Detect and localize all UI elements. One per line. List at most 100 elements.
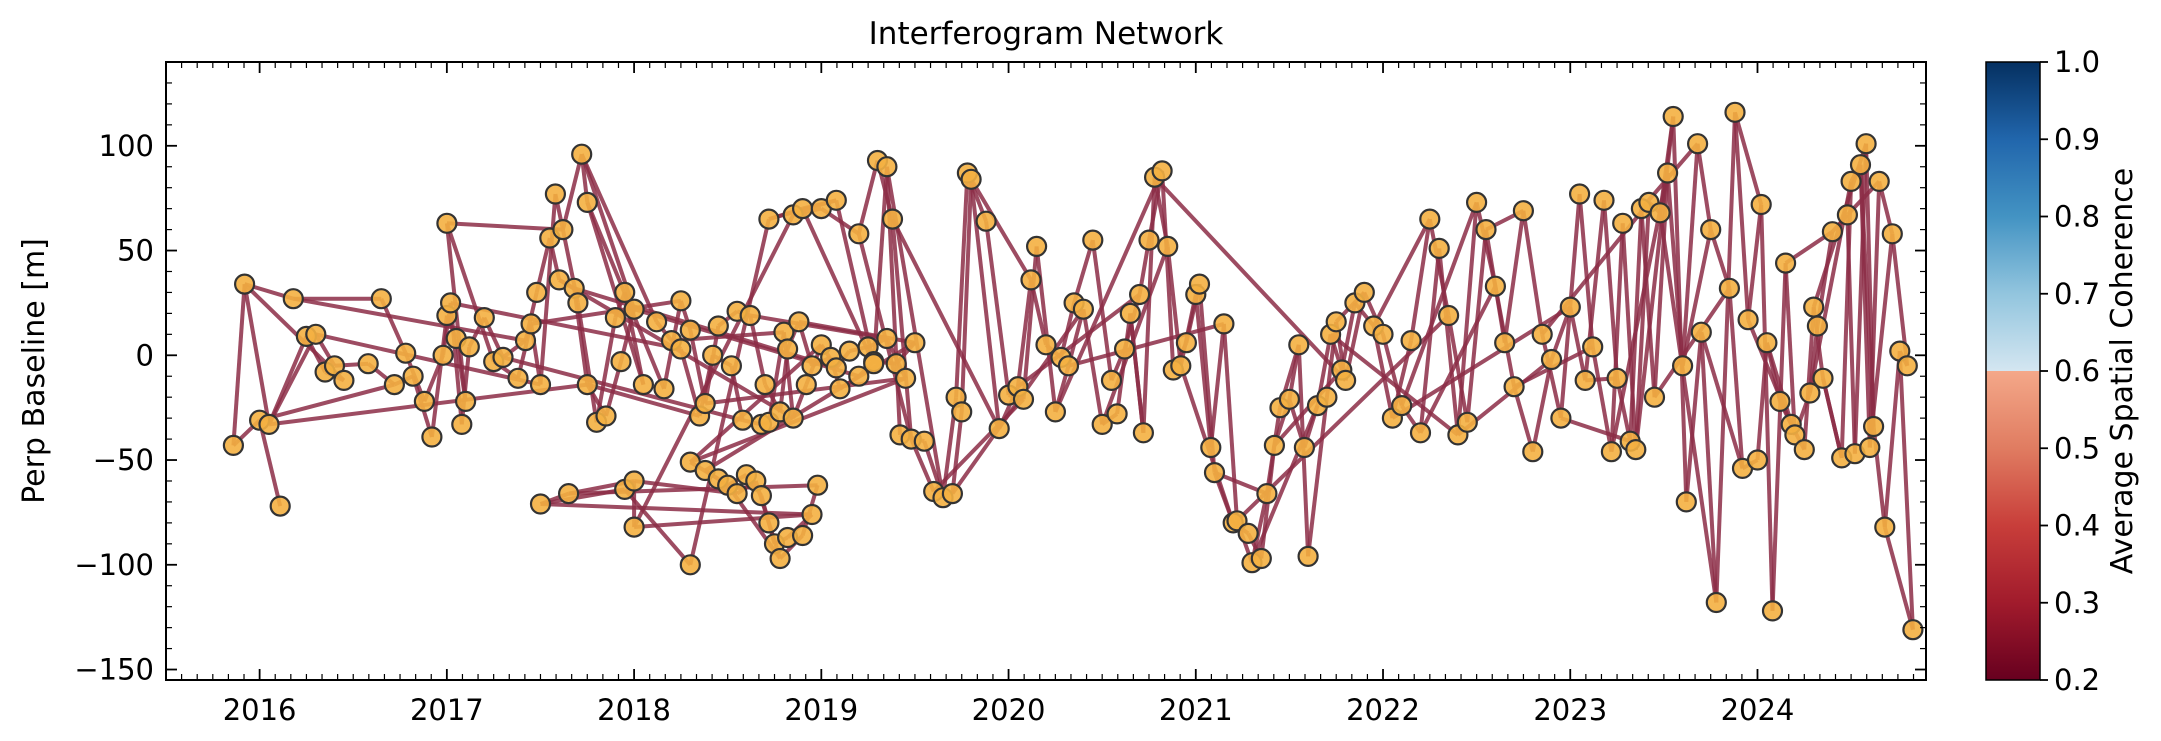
acquisition-point	[825, 189, 847, 211]
acquisition-point	[1859, 436, 1881, 459]
acquisition-point	[825, 357, 847, 379]
network-edge	[959, 179, 974, 412]
colorbar	[1985, 61, 2041, 681]
network-edge	[1733, 112, 1751, 320]
network-edge	[871, 166, 889, 364]
acquisition-point	[951, 401, 973, 423]
x-tick-label: 2020	[972, 693, 1046, 727]
network-edge	[1409, 218, 1432, 341]
acquisition-point	[670, 338, 692, 360]
acquisition-point	[782, 407, 804, 429]
network-edge	[1034, 246, 1058, 413]
plot-frame	[165, 61, 1927, 681]
acquisition-point	[1400, 330, 1422, 352]
colorbar-tick-label: 1.0	[2054, 45, 2100, 79]
network-edge	[1652, 287, 1732, 399]
acquisition-point	[750, 485, 773, 507]
acquisition-point	[455, 390, 477, 412]
acquisition-point	[732, 409, 754, 431]
acquisition-point	[1612, 212, 1634, 234]
network-edge	[1250, 404, 1320, 564]
acquisition-point	[1297, 545, 1319, 568]
network-edge	[1746, 204, 1764, 320]
x-axis-ticks: 2016 2017 2018 2019 2020 2021 2022 2023 2024	[165, 62, 1915, 727]
acquisition-point	[1574, 369, 1596, 391]
network-edge	[1671, 116, 1689, 502]
acquisition-point	[1200, 436, 1222, 459]
network-edge	[1193, 294, 1213, 448]
network-edge	[1072, 239, 1095, 304]
acquisition-point	[1316, 386, 1338, 408]
acquisition-point	[758, 512, 780, 534]
acquisition-point	[333, 369, 355, 391]
network-edge	[1858, 164, 1876, 427]
acquisition-point	[529, 374, 552, 396]
acquisition-point	[432, 344, 454, 366]
acquisition-point	[1203, 462, 1226, 484]
acquisition-point	[1737, 309, 1759, 331]
network-edge	[856, 160, 880, 235]
acquisition-point	[1568, 183, 1591, 205]
x-tick-label: 2016	[223, 693, 297, 727]
y-tick-label: 0	[136, 338, 154, 372]
network-edge	[748, 315, 768, 386]
acquisition-point	[1119, 302, 1141, 324]
acquisition-point	[1874, 516, 1896, 538]
x-tick-label: 2017	[410, 693, 484, 727]
acquisition-point	[863, 353, 885, 375]
acquisition-point	[544, 183, 567, 205]
network-edge	[530, 298, 682, 326]
acquisition-point	[1091, 413, 1113, 435]
acquisition-point	[1750, 193, 1772, 216]
acquisition-point	[1896, 355, 1918, 377]
network-edge	[1714, 112, 1737, 603]
acquisition-point	[838, 340, 861, 362]
network-edge	[1029, 279, 1048, 346]
network-edge	[688, 343, 823, 464]
acquisition-point	[975, 210, 997, 232]
network-edge	[231, 283, 247, 446]
acquisition-point	[1353, 281, 1375, 303]
network-edge	[1016, 292, 1141, 389]
chart-title: Interferogram Network	[869, 16, 1224, 52]
acquisition-point	[576, 374, 598, 396]
acquisition-point	[876, 156, 898, 178]
acquisition-point	[507, 367, 529, 389]
acquisition-point	[1325, 311, 1347, 333]
x-tick-label: 2021	[1159, 693, 1233, 727]
acquisition-point	[1855, 133, 1877, 155]
acquisition-point	[1475, 219, 1497, 241]
acquisition-point	[1250, 547, 1272, 570]
acquisition-point	[473, 307, 495, 329]
x-tick-label: 2024	[1721, 693, 1795, 727]
network-edge	[1821, 377, 1844, 459]
acquisition-point	[881, 208, 904, 230]
acquisition-point	[1803, 296, 1825, 318]
acquisition-point	[1419, 208, 1441, 230]
network-edge	[890, 218, 1001, 430]
acquisition-point	[526, 281, 548, 303]
acquisition-point	[1868, 170, 1890, 192]
acquisition-point	[1256, 483, 1278, 505]
acquisition-point	[1756, 332, 1778, 354]
y-tick-label: −150	[74, 653, 154, 687]
network-edge	[1418, 285, 1498, 434]
acquisition-point	[632, 374, 655, 396]
network-edge	[1620, 223, 1638, 450]
acquisition-point	[758, 208, 780, 230]
network-edge	[1339, 302, 1357, 371]
acquisition-point	[1175, 332, 1198, 354]
acquisition-point	[1334, 369, 1357, 391]
acquisition-point	[413, 390, 435, 412]
network-edge	[890, 218, 914, 440]
network-edge	[1680, 143, 1700, 366]
acquisition-point	[1812, 367, 1834, 389]
acquisition-point	[1690, 321, 1712, 343]
acquisition-point	[1675, 491, 1697, 513]
network-edge	[1609, 223, 1625, 452]
network-edge	[257, 419, 283, 507]
acquisition-point	[357, 353, 379, 375]
acquisition-point	[1774, 252, 1797, 274]
network-edge	[800, 207, 876, 365]
acquisition-point	[1106, 403, 1128, 425]
